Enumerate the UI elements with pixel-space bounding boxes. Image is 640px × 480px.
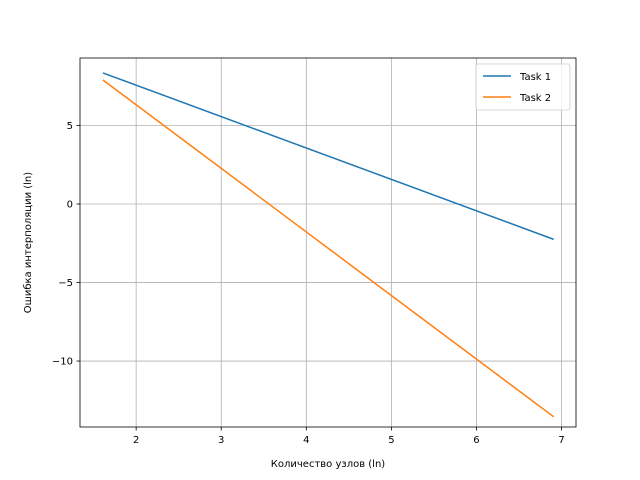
series-lines <box>102 72 555 418</box>
x-axis-ticks: 2 3 4 5 6 7 <box>133 427 565 446</box>
series-line-task-2 <box>102 79 555 418</box>
y-tick-label: 5 <box>67 121 73 132</box>
legend-label: Task 2 <box>519 93 551 104</box>
x-tick-label: 7 <box>558 435 564 446</box>
plot-area-frame <box>79 57 577 428</box>
grid-lines <box>80 58 576 427</box>
y-axis-ticks: −10 −5 0 5 <box>52 121 80 368</box>
x-tick-label: 2 <box>133 435 139 446</box>
y-axis-label: Ошибка интерполяции (ln) <box>23 172 34 313</box>
x-tick-label: 4 <box>303 435 309 446</box>
x-axis-label: Количество узлов (ln) <box>271 459 386 470</box>
legend: Task 1 Task 2 <box>475 63 571 111</box>
y-tick-label: 0 <box>67 200 73 211</box>
y-tick-label: −10 <box>52 357 73 368</box>
y-tick-label: −5 <box>58 278 73 289</box>
legend-label: Task 1 <box>519 72 551 83</box>
x-tick-label: 6 <box>473 435 479 446</box>
x-tick-label: 5 <box>388 435 394 446</box>
x-tick-label: 3 <box>218 435 224 446</box>
series-line-task-1 <box>102 72 554 241</box>
